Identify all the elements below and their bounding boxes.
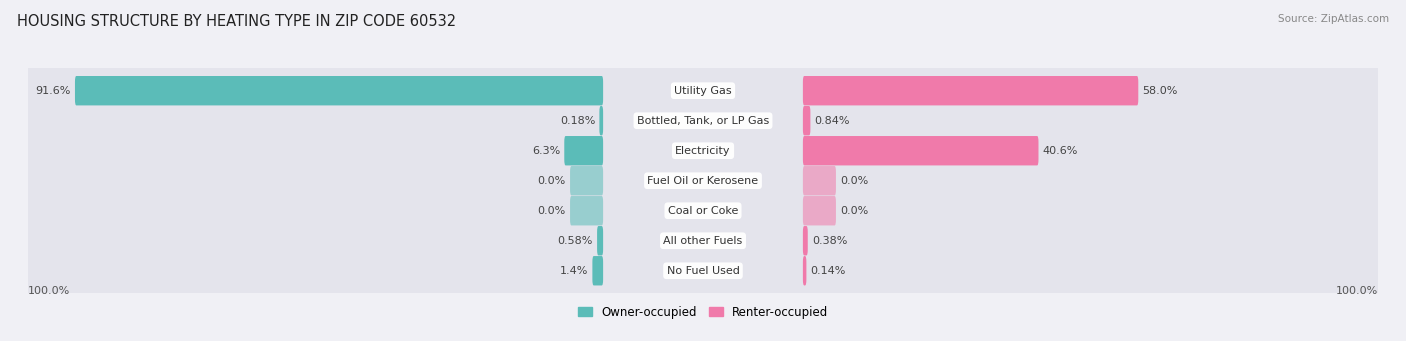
Text: 1.4%: 1.4% (560, 266, 588, 276)
Text: 0.0%: 0.0% (839, 206, 869, 216)
FancyBboxPatch shape (599, 106, 603, 135)
FancyBboxPatch shape (25, 205, 1381, 276)
Text: 0.18%: 0.18% (560, 116, 595, 126)
Text: Source: ZipAtlas.com: Source: ZipAtlas.com (1278, 14, 1389, 24)
Text: 100.0%: 100.0% (1336, 286, 1378, 296)
FancyBboxPatch shape (803, 166, 837, 195)
Text: 100.0%: 100.0% (28, 286, 70, 296)
FancyBboxPatch shape (569, 166, 603, 195)
FancyBboxPatch shape (803, 106, 810, 135)
FancyBboxPatch shape (803, 76, 1139, 105)
Text: 0.0%: 0.0% (537, 176, 567, 186)
FancyBboxPatch shape (569, 196, 603, 225)
FancyBboxPatch shape (592, 256, 603, 285)
Text: 0.58%: 0.58% (558, 236, 593, 246)
Text: 91.6%: 91.6% (35, 86, 70, 96)
Text: Utility Gas: Utility Gas (675, 86, 731, 96)
Text: Electricity: Electricity (675, 146, 731, 156)
Text: All other Fuels: All other Fuels (664, 236, 742, 246)
Text: Coal or Coke: Coal or Coke (668, 206, 738, 216)
Text: Fuel Oil or Kerosene: Fuel Oil or Kerosene (647, 176, 759, 186)
FancyBboxPatch shape (25, 85, 1381, 156)
FancyBboxPatch shape (598, 226, 603, 255)
FancyBboxPatch shape (25, 145, 1381, 216)
Text: No Fuel Used: No Fuel Used (666, 266, 740, 276)
Text: 40.6%: 40.6% (1042, 146, 1078, 156)
Legend: Owner-occupied, Renter-occupied: Owner-occupied, Renter-occupied (572, 301, 834, 323)
Text: 0.84%: 0.84% (814, 116, 851, 126)
Text: 6.3%: 6.3% (531, 146, 560, 156)
Text: 0.14%: 0.14% (810, 266, 846, 276)
FancyBboxPatch shape (75, 76, 603, 105)
FancyBboxPatch shape (25, 175, 1381, 246)
FancyBboxPatch shape (25, 115, 1381, 186)
FancyBboxPatch shape (803, 256, 807, 285)
Text: HOUSING STRUCTURE BY HEATING TYPE IN ZIP CODE 60532: HOUSING STRUCTURE BY HEATING TYPE IN ZIP… (17, 14, 456, 29)
Text: 58.0%: 58.0% (1142, 86, 1178, 96)
FancyBboxPatch shape (564, 136, 603, 165)
Text: 0.0%: 0.0% (537, 206, 567, 216)
FancyBboxPatch shape (803, 196, 837, 225)
FancyBboxPatch shape (803, 136, 1039, 165)
Text: 0.0%: 0.0% (839, 176, 869, 186)
Text: Bottled, Tank, or LP Gas: Bottled, Tank, or LP Gas (637, 116, 769, 126)
FancyBboxPatch shape (25, 55, 1381, 126)
FancyBboxPatch shape (803, 226, 808, 255)
FancyBboxPatch shape (25, 235, 1381, 306)
Text: 0.38%: 0.38% (811, 236, 848, 246)
